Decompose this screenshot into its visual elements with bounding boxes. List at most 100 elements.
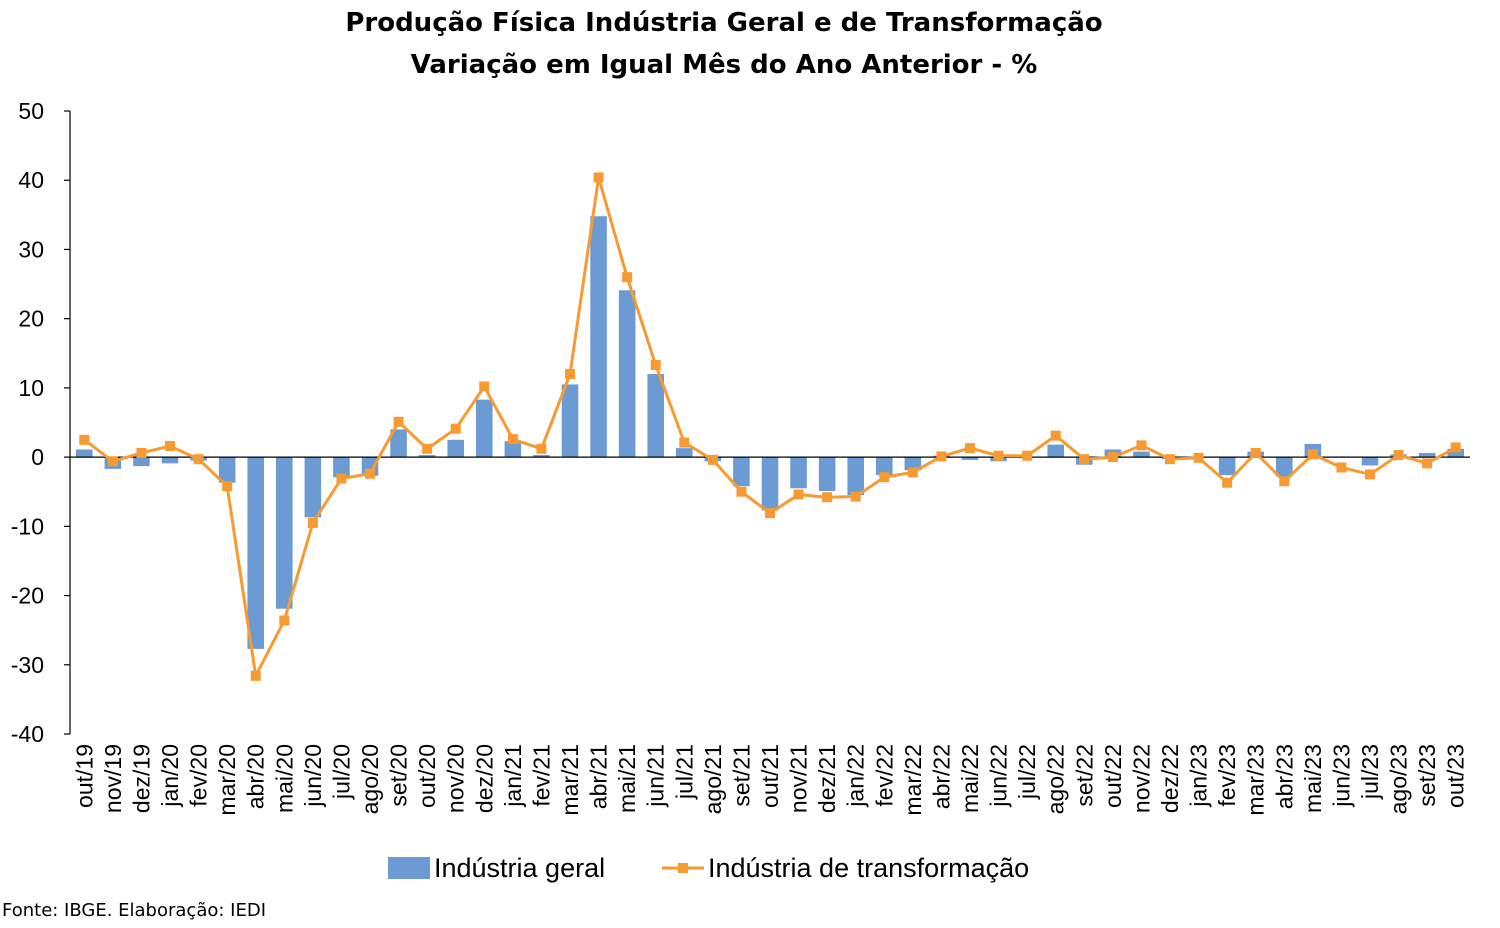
point-industria-transformacao: [679, 437, 690, 448]
point-industria-transformacao: [707, 454, 718, 465]
bar-industria-geral: [1047, 444, 1064, 458]
point-industria-transformacao: [1365, 469, 1375, 480]
bar-industria-geral: [476, 399, 493, 458]
x-tick-label: fev/23: [1214, 744, 1240, 807]
x-tick-label: abr/21: [586, 744, 612, 809]
point-industria-transformacao: [165, 441, 175, 452]
point-industria-transformacao: [965, 443, 975, 454]
x-tick-label: out/23: [1443, 744, 1469, 808]
bar-industria-geral: [247, 457, 264, 649]
point-industria-transformacao: [136, 447, 147, 458]
x-tick-label: dez/22: [1157, 744, 1183, 813]
x-tick-label: set/23: [1414, 744, 1440, 807]
legend-label-industria-transformacao: Indústria de transformação: [708, 853, 1029, 883]
bar-industria-geral: [304, 457, 322, 518]
x-tick-label: set/21: [728, 744, 754, 807]
y-tick-label: 40: [18, 167, 44, 193]
point-industria-transformacao: [1250, 447, 1261, 458]
bar-industria-geral: [818, 457, 836, 492]
y-tick-label: 50: [18, 98, 44, 124]
point-industria-transformacao: [336, 473, 347, 484]
point-industria-transformacao: [765, 508, 775, 519]
bar-industria-geral: [447, 439, 464, 458]
point-industria-transformacao: [907, 467, 918, 478]
bar-industria-geral: [1447, 448, 1464, 458]
x-tick-label: jun/22: [986, 744, 1012, 808]
y-tick-label: -20: [11, 583, 44, 609]
bar-industria-geral: [1276, 457, 1293, 477]
point-industria-transformacao: [193, 454, 204, 465]
bar-industria-geral: [676, 448, 693, 458]
x-tick-label: abr/23: [1271, 744, 1297, 809]
x-tick-label: ago/21: [700, 744, 726, 814]
point-industria-transformacao: [1165, 454, 1175, 465]
x-tick-label: jan/20: [157, 744, 183, 808]
point-industria-transformacao: [393, 416, 404, 427]
x-tick-label: jan/23: [1186, 744, 1212, 808]
point-industria-transformacao: [450, 423, 461, 434]
x-tick-label: out/22: [1100, 744, 1126, 808]
x-tick-label: mar/21: [557, 744, 583, 816]
point-industria-transformacao: [1107, 452, 1118, 463]
point-industria-transformacao: [1050, 430, 1061, 441]
x-tick-label: jul/20: [328, 744, 354, 800]
point-industria-transformacao: [1450, 442, 1461, 453]
x-tick-label: jul/22: [1014, 744, 1040, 800]
x-tick-label: fev/20: [186, 744, 212, 807]
bar-industria-geral: [647, 374, 664, 458]
point-industria-transformacao: [879, 472, 890, 483]
x-tick-label: out/20: [414, 744, 440, 808]
point-industria-transformacao: [307, 517, 318, 528]
x-tick-label: jan/21: [500, 744, 526, 808]
bar-industria-geral: [1361, 457, 1379, 466]
bar-industria-geral: [133, 457, 150, 467]
bar-industria-geral: [961, 457, 979, 460]
point-industria-transformacao: [793, 489, 804, 500]
x-tick-label: mai/21: [614, 744, 640, 813]
point-industria-transformacao: [250, 670, 261, 681]
point-industria-transformacao: [1022, 450, 1033, 461]
point-industria-transformacao: [1079, 454, 1090, 465]
x-tick-label: jan/22: [843, 744, 869, 808]
x-tick-label: abr/22: [928, 744, 954, 809]
point-industria-transformacao: [222, 481, 233, 492]
point-industria-transformacao: [365, 468, 375, 479]
point-industria-transformacao: [107, 456, 118, 467]
point-industria-transformacao: [936, 451, 947, 462]
point-industria-transformacao: [1222, 477, 1233, 488]
x-tick-label: dez/19: [128, 744, 154, 813]
point-industria-transformacao: [507, 434, 518, 445]
x-tick-label: abr/20: [243, 744, 269, 809]
bar-industria-geral: [733, 457, 750, 487]
legend-label-industria-geral: Indústria geral: [434, 853, 605, 883]
point-industria-transformacao: [1307, 449, 1318, 460]
y-axis: 50 40 30 20 10 0 -10 -20 -30 -40: [11, 98, 71, 747]
bar-industria-geral: [904, 457, 922, 471]
bar-industria-geral: [390, 429, 407, 458]
source-note: Fonte: IBGE. Elaboração: IEDI: [2, 900, 267, 921]
x-tick-label: mai/20: [271, 744, 297, 813]
x-axis-labels: out/19 nov/19 dez/19 jan/20 fev/20 mar/20 abr/…: [71, 744, 1468, 816]
x-tick-label: ago/22: [1043, 744, 1069, 814]
bar-industria-geral: [618, 290, 636, 458]
x-tick-label: ago/20: [357, 744, 383, 814]
x-tick-label: mai/23: [1300, 744, 1326, 813]
point-industria-transformacao: [736, 486, 747, 497]
bar-industria-geral: [590, 216, 607, 458]
x-tick-label: jun/23: [1328, 744, 1354, 808]
bar-industria-geral: [333, 457, 350, 478]
bar-industria-geral: [218, 457, 236, 483]
line-industria-transformacao: [79, 172, 1461, 681]
x-tick-label: out/19: [71, 744, 97, 808]
chart-title: Produção Física Indústria Geral e de Tra…: [345, 8, 1103, 38]
bar-industria-geral: [1418, 452, 1436, 458]
legend: Indústria geral Indústria de transformaç…: [388, 853, 1029, 883]
y-tick-label: 0: [31, 444, 44, 470]
x-tick-label: nov/20: [443, 744, 469, 813]
x-tick-label: dez/21: [814, 744, 840, 813]
x-tick-label: set/22: [1071, 744, 1097, 807]
bars-industria-geral: [76, 216, 1464, 649]
bar-industria-geral: [418, 455, 436, 458]
y-tick-label: -40: [11, 721, 44, 747]
